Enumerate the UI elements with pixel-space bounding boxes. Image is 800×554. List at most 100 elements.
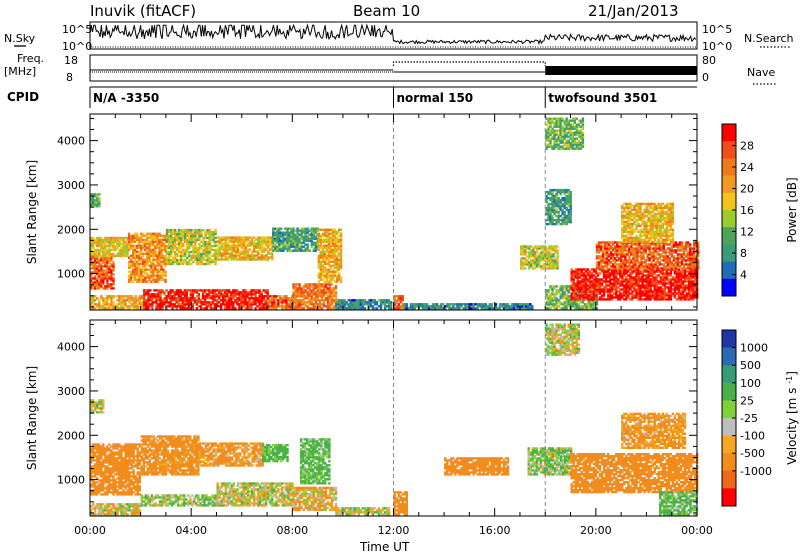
power-cell [552,261,555,264]
power-cell [156,256,159,259]
power-cell [390,301,393,304]
power-cell [452,305,455,308]
power-cell [373,299,377,302]
power-cell [308,249,311,252]
power-cell [530,263,533,266]
power-cell [200,230,203,234]
power-cell [202,240,205,244]
power-cell [578,288,581,291]
power-cell [622,255,625,258]
power-cell [152,270,155,273]
power-cell [302,249,305,252]
power-cell [203,291,207,294]
power-cell [349,301,352,304]
power-cell [438,305,441,308]
power-cell [647,294,650,297]
power-cell [651,284,654,287]
power-cell [363,307,367,310]
power-cell [329,238,333,241]
power-cell [146,250,149,253]
power-cell [154,244,157,247]
power-cell [108,254,111,258]
power-cell [320,289,324,292]
power-cell [102,281,105,284]
power-cell [526,247,529,250]
power-cell [94,261,97,264]
power-cell [258,291,261,294]
power-cell [174,234,177,238]
power-cell [544,257,547,260]
power-cell [615,272,618,275]
power-cell [603,261,607,264]
power-cell [323,232,327,235]
power-cell [106,271,109,274]
power-cell [310,285,313,288]
power-cell [339,244,343,247]
power-cell [667,298,671,301]
power-cell [267,295,270,298]
power-cell [325,268,329,271]
power-cell [333,250,337,253]
power-cell [234,254,238,257]
power-cell [683,294,687,297]
power-cell [204,254,207,258]
power-cell [242,303,245,306]
power-cell [106,240,109,244]
power-cell [234,295,237,298]
power-cell [687,284,691,287]
power-cell [134,268,137,271]
power-cell [565,305,568,308]
power-cell [272,227,275,230]
power-cell [662,249,665,252]
power-cell [246,303,249,306]
power-cell [157,305,160,308]
power-cell [591,305,595,308]
power-cell [580,294,584,297]
power-cell [252,297,255,300]
power-cell [290,233,293,236]
power-cell [645,286,648,289]
power-cell [92,201,95,204]
power-cell [310,237,313,240]
power-cell [624,257,627,260]
power-cell [176,252,179,256]
power-cell [164,254,167,257]
power-cell [169,252,173,256]
power-cell [194,238,197,242]
power-cell [156,246,159,249]
power-cell [220,258,223,261]
power-cell [626,267,629,270]
power-cell [302,289,305,292]
power-cell [278,239,281,242]
power-cell [659,288,662,291]
power-cell [615,280,618,283]
power-cell [179,291,182,294]
power-cell [156,274,159,277]
power-cell [365,303,369,306]
power-cell [323,268,327,271]
power-cell [238,295,241,298]
power-cell [110,269,113,272]
power-cell [576,278,579,281]
power-cell [319,262,322,265]
power-cell [623,274,626,277]
power-cell [326,297,330,300]
power-cell [298,241,301,244]
power-cell [252,289,255,292]
power-cell [206,248,209,252]
power-cell [181,291,184,294]
power-cell [154,234,157,237]
power-cell [214,244,217,248]
power-cell [252,244,256,247]
power-cell [330,307,334,310]
power-cell [530,245,533,248]
power-cell [144,248,147,251]
power-cell [234,238,238,241]
power-cell [246,293,249,296]
power-cell [120,252,123,256]
power-cell [648,251,651,254]
power-cell [304,305,307,308]
power-cell [603,265,607,268]
power-cell [559,285,562,288]
power-cell [664,267,667,270]
